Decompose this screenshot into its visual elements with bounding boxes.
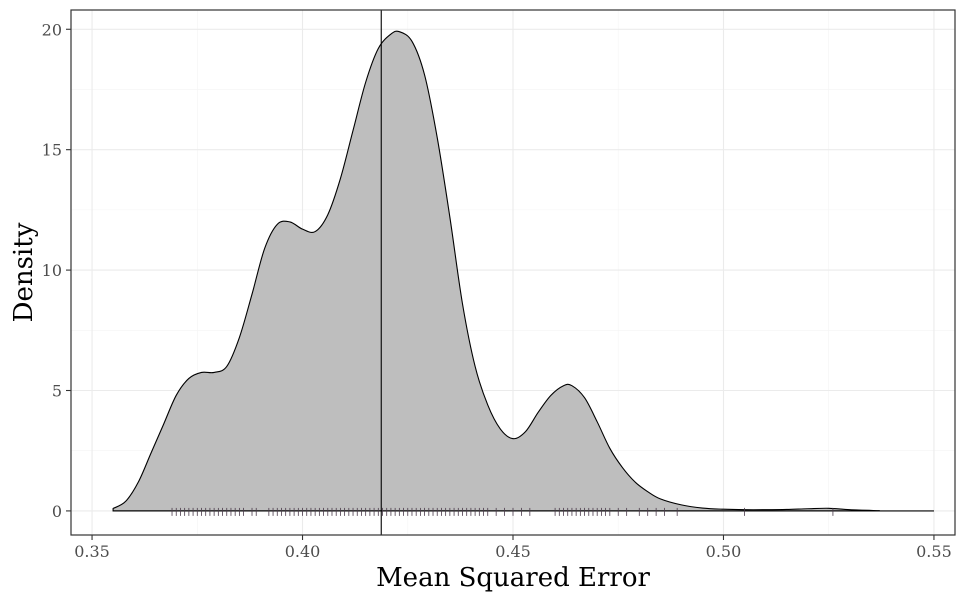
x-tick-label: 0.55 <box>916 542 952 561</box>
y-tick-label: 20 <box>42 20 62 39</box>
x-tick-label: 0.40 <box>285 542 321 561</box>
x-tick-label: 0.45 <box>495 542 531 561</box>
density-area <box>112 30 880 512</box>
x-tick-label: 0.50 <box>706 542 742 561</box>
y-axis: 0 5 10 15 20 <box>42 20 71 521</box>
y-tick-label: 10 <box>42 261 62 280</box>
y-tick-label: 0 <box>52 502 62 521</box>
y-tick-label: 5 <box>52 382 62 401</box>
y-tick-label: 15 <box>42 141 62 160</box>
x-axis: 0.35 0.40 0.45 0.50 0.55 <box>74 535 952 561</box>
y-axis-title: Density <box>9 222 39 322</box>
x-axis-title: Mean Squared Error <box>376 563 650 593</box>
x-tick-label: 0.35 <box>74 542 110 561</box>
rug-layer <box>171 507 834 516</box>
